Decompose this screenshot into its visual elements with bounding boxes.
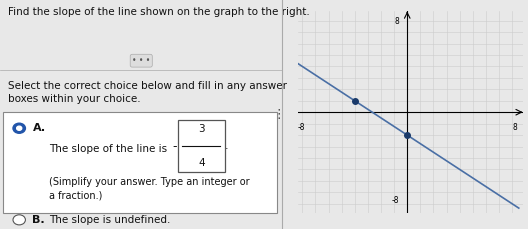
Text: -: - [172,140,176,153]
Text: 3: 3 [198,124,205,134]
Circle shape [13,123,25,133]
Text: B.: B. [33,215,45,225]
Text: Find the slope of the line shown on the graph to the right.: Find the slope of the line shown on the … [8,7,310,17]
Text: 8: 8 [513,123,517,131]
Text: • • •: • • • [132,56,150,65]
Text: 8: 8 [394,17,399,26]
Text: 4: 4 [198,158,205,168]
Text: -8: -8 [297,123,305,131]
Text: ⋮: ⋮ [272,108,285,121]
Text: The slope of the line is: The slope of the line is [50,144,167,154]
Text: The slope is undefined.: The slope is undefined. [50,215,171,225]
Text: -8: -8 [392,196,399,205]
FancyBboxPatch shape [3,112,277,213]
Circle shape [17,126,22,130]
Text: (Simplify your answer. Type an integer or
a fraction.): (Simplify your answer. Type an integer o… [50,177,250,201]
Text: .: . [224,141,228,151]
Circle shape [13,215,25,225]
Text: Select the correct choice below and fill in any answer
boxes within your choice.: Select the correct choice below and fill… [8,81,287,104]
Text: A.: A. [33,123,45,133]
FancyBboxPatch shape [178,120,224,172]
